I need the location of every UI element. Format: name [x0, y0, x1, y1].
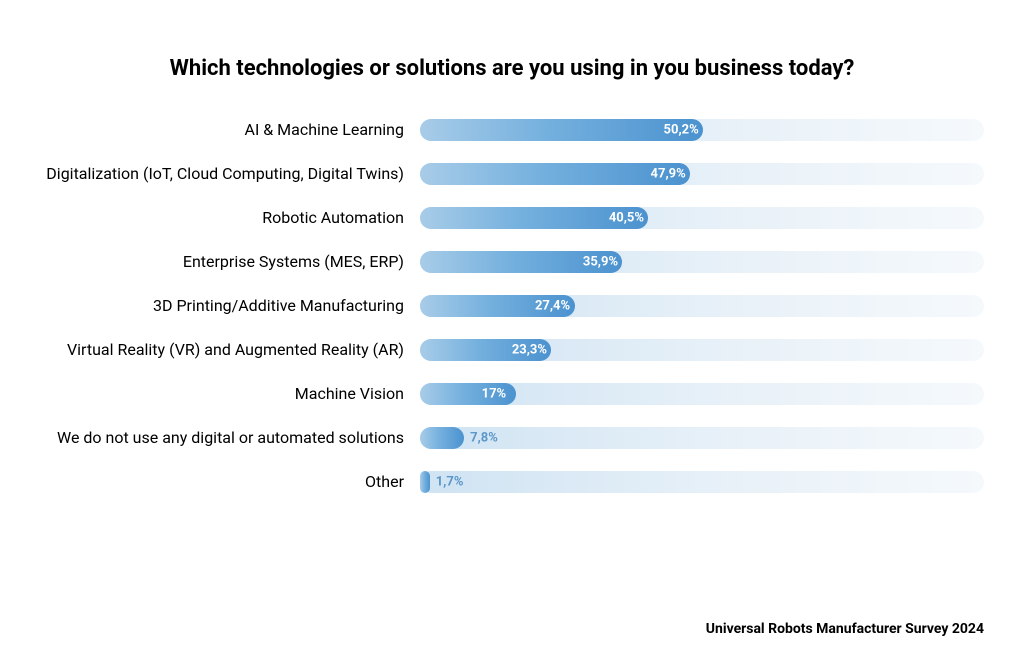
bar-row: Virtual Reality (VR) and Augmented Reali…	[40, 339, 984, 361]
bar-track: 35,9%	[420, 251, 984, 273]
bar-row: Robotic Automation 40,5%	[40, 207, 984, 229]
bar-row: Enterprise Systems (MES, ERP) 35,9%	[40, 251, 984, 273]
bar-row: We do not use any digital or automated s…	[40, 427, 984, 449]
bar-track: 7,8%	[420, 427, 984, 449]
chart-container: Which technologies or solutions are you …	[0, 0, 1024, 665]
bar-value: 50,2%	[664, 123, 699, 138]
bar-fill	[420, 471, 430, 493]
bar-value: 47,9%	[651, 167, 686, 182]
bar-label: We do not use any digital or automated s…	[40, 428, 420, 447]
bar-row: Other 1,7%	[40, 471, 984, 493]
bar-rows: AI & Machine Learning 50,2% Digitalization…	[40, 119, 984, 493]
bar-label: 3D Printing/Additive Manufacturing	[40, 296, 420, 315]
bar-label: Virtual Reality (VR) and Augmented Reali…	[40, 340, 420, 359]
bar-value: 23,3%	[512, 343, 547, 358]
bar-track: 50,2%	[420, 119, 984, 141]
bar-track: 47,9%	[420, 163, 984, 185]
bar-fill	[420, 427, 464, 449]
bar-value: 35,9%	[583, 255, 618, 270]
bar-row: 3D Printing/Additive Manufacturing 27,4%	[40, 295, 984, 317]
bar-label: Machine Vision	[40, 384, 420, 403]
bar-track: 17%	[420, 383, 984, 405]
bar-value: 1,7%	[436, 475, 464, 490]
bar-label: AI & Machine Learning	[40, 120, 420, 139]
bar-label: Robotic Automation	[40, 208, 420, 227]
chart-source: Universal Robots Manufacturer Survey 202…	[706, 621, 984, 637]
bar-value: 7,8%	[470, 431, 498, 446]
bar-label: Enterprise Systems (MES, ERP)	[40, 252, 420, 271]
bar-row: Machine Vision 17%	[40, 383, 984, 405]
bar-track: 40,5%	[420, 207, 984, 229]
bar-label: Other	[40, 472, 420, 491]
bar-track: 1,7%	[420, 471, 984, 493]
bar-value: 40,5%	[609, 211, 644, 226]
bar-track: 27,4%	[420, 295, 984, 317]
bar-value: 17%	[482, 387, 507, 402]
bar-track: 23,3%	[420, 339, 984, 361]
bar-row: AI & Machine Learning 50,2%	[40, 119, 984, 141]
bar-row: Digitalization (IoT, Cloud Computing, Di…	[40, 163, 984, 185]
bar-fill	[420, 119, 703, 141]
bar-value: 27,4%	[535, 299, 570, 314]
chart-title: Which technologies or solutions are you …	[40, 56, 984, 81]
bar-label: Digitalization (IoT, Cloud Computing, Di…	[40, 164, 420, 183]
